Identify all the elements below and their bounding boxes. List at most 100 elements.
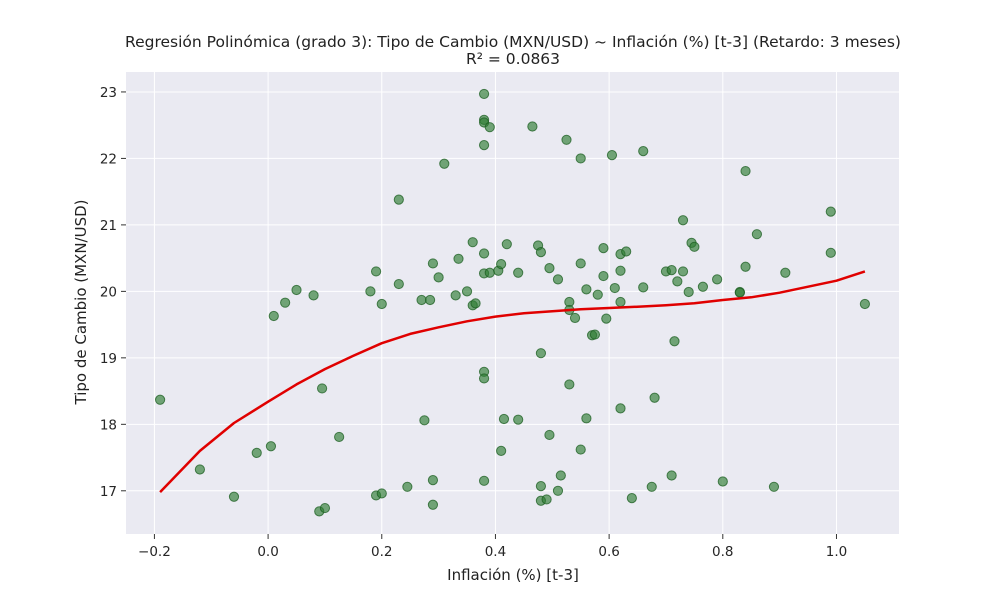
data-point (561, 134, 572, 145)
data-point (575, 153, 586, 164)
x-tick-label: 0.8 (712, 544, 733, 560)
y-tick-label: 22 (100, 151, 117, 167)
data-point (513, 414, 524, 425)
x-tick-label: 0.4 (485, 544, 506, 560)
data-point (780, 267, 791, 278)
data-point (638, 282, 649, 293)
data-point (689, 241, 700, 252)
data-point (601, 313, 612, 324)
data-point (666, 264, 677, 276)
data-point (575, 444, 586, 455)
data-point (334, 431, 345, 443)
data-point (646, 481, 657, 492)
data-point (365, 286, 376, 297)
data-point (621, 246, 632, 257)
data-point (316, 383, 328, 394)
data-point (370, 266, 382, 277)
data-point (427, 499, 439, 510)
data-point (427, 475, 439, 486)
y-axis-label: Tipo de Cambio (MXN/USD) (72, 199, 90, 405)
data-point (751, 229, 763, 240)
data-point (527, 121, 538, 132)
data-point (155, 394, 166, 405)
data-point (228, 491, 240, 502)
data-point (825, 247, 836, 258)
data-point (376, 298, 387, 310)
data-point (496, 445, 507, 457)
data-point (393, 278, 404, 290)
data-point (453, 253, 464, 264)
x-tick-label: 0.0 (257, 544, 278, 560)
data-point (319, 502, 331, 514)
data-point (484, 267, 495, 278)
data-point (402, 481, 413, 492)
data-point (581, 284, 592, 295)
data-point (450, 290, 461, 301)
data-point (615, 403, 626, 414)
data-point (740, 261, 751, 272)
data-point (268, 310, 279, 322)
y-tick-label: 18 (100, 417, 117, 433)
data-point (544, 429, 555, 441)
data-point (712, 274, 723, 285)
data-point (626, 493, 637, 504)
data-point (598, 270, 609, 282)
data-point (672, 276, 683, 287)
data-point (265, 441, 277, 452)
data-point (439, 158, 450, 169)
data-point (535, 247, 547, 258)
data-point (478, 140, 490, 151)
data-point (535, 481, 547, 492)
y-tick-label: 17 (100, 484, 117, 500)
data-point (467, 237, 478, 248)
data-point (478, 373, 490, 384)
data-point (280, 297, 291, 308)
data-point (251, 447, 262, 459)
data-point (609, 282, 620, 294)
data-point (615, 296, 626, 308)
x-tick-label: 0.2 (371, 544, 392, 560)
x-axis-label: Inflación (%) [t-3] (447, 566, 579, 584)
data-point (194, 464, 205, 475)
data-point (740, 165, 751, 177)
data-point (575, 258, 586, 269)
data-point (501, 239, 512, 250)
data-point (592, 289, 603, 300)
data-point (478, 88, 490, 100)
data-point (669, 336, 680, 347)
scatter-points (155, 88, 870, 517)
data-point (376, 488, 387, 499)
data-point (666, 470, 677, 481)
y-tick-label: 19 (100, 351, 117, 367)
x-tick-label: 1.0 (826, 544, 847, 560)
data-point (589, 329, 601, 340)
data-point (478, 248, 490, 259)
data-point (419, 415, 430, 426)
data-point (484, 122, 495, 133)
plot-area (126, 72, 899, 534)
x-ticks: −0.2 0.0 0.2 0.4 0.6 0.8 1.0 (138, 534, 847, 560)
y-tick-label: 21 (100, 218, 117, 234)
data-point (825, 206, 836, 217)
data-point (496, 259, 507, 270)
data-point (768, 481, 780, 492)
chart-title: Regresión Polinómica (grado 3): Tipo de … (125, 33, 901, 51)
y-tick-label: 20 (100, 284, 117, 300)
data-point (638, 146, 649, 157)
data-point (470, 298, 481, 309)
data-point (498, 413, 510, 425)
data-point (677, 266, 689, 277)
grid-lines (126, 72, 899, 534)
data-point (308, 290, 319, 301)
data-point (427, 258, 439, 269)
x-tick-label: 0.6 (598, 544, 619, 560)
data-point (513, 267, 524, 278)
data-point (649, 392, 660, 403)
data-point (677, 215, 689, 226)
data-point (734, 287, 745, 298)
data-point (555, 470, 566, 481)
data-point (478, 475, 490, 486)
data-point (461, 286, 473, 297)
data-point (569, 312, 581, 324)
